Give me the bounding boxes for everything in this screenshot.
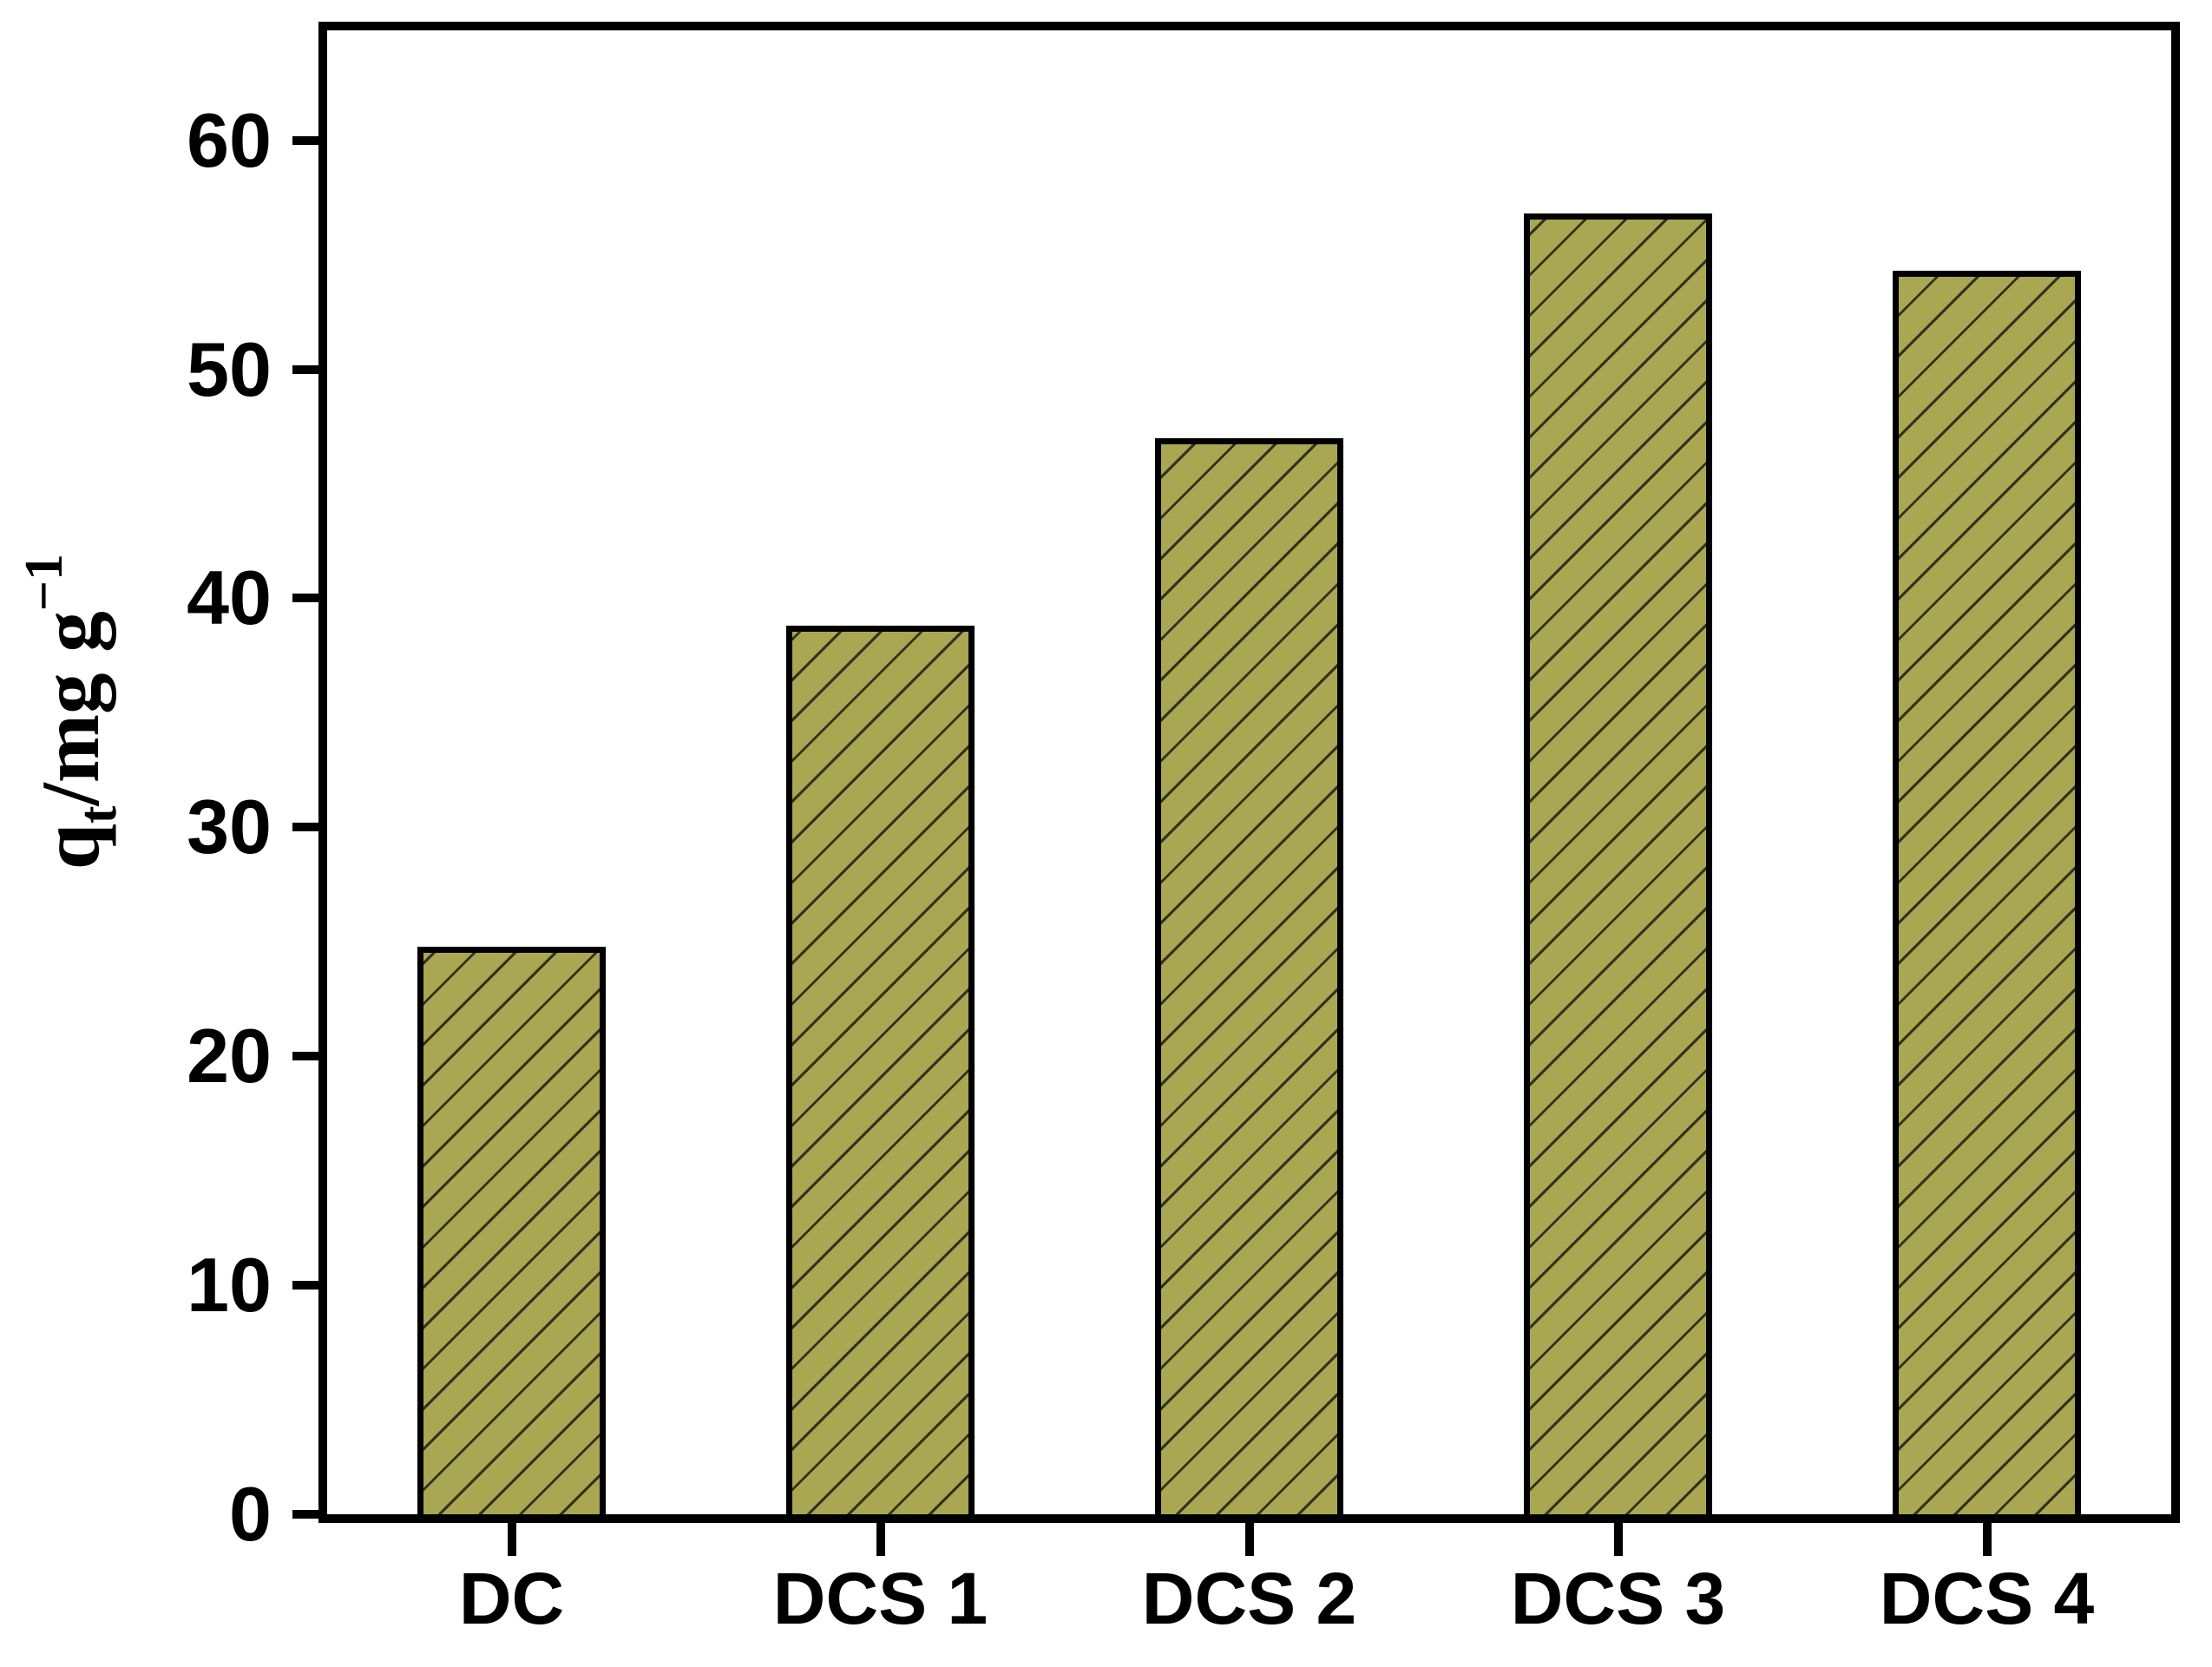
x-tick-mark-dcs3 [1613, 1514, 1623, 1556]
y-tick-40: 40 [187, 560, 327, 636]
y-tick-10: 10 [187, 1247, 327, 1323]
y-tick-mark [292, 1052, 327, 1061]
category-label-dcs4: DCS 4 [1879, 1558, 2095, 1639]
bar-dc [417, 946, 606, 1514]
category-label-dcs1: DCS 1 [772, 1558, 988, 1639]
y-tick-mark [292, 823, 327, 832]
y-tick-label: 60 [187, 96, 272, 183]
y-tick-mark [292, 1510, 327, 1519]
x-tick-mark-dcs4 [1982, 1514, 1992, 1556]
y-tick-label: 10 [187, 1242, 272, 1329]
x-tick-mark-dcs1 [876, 1514, 885, 1556]
category-label-dcs2: DCS 2 [1141, 1558, 1357, 1639]
y-tick-label: 30 [187, 784, 272, 870]
y-tick-20: 20 [187, 1018, 327, 1094]
band-dc [327, 30, 696, 1514]
y-tick-label: 0 [229, 1471, 272, 1557]
category-label-dcs3: DCS 3 [1510, 1558, 1726, 1639]
x-tick-mark-dcs2 [1244, 1514, 1254, 1556]
bar-dcs3 [1524, 213, 1712, 1514]
y-tick-mark [292, 364, 327, 374]
bar-dcs1 [786, 626, 975, 1514]
y-tick-label: 50 [187, 325, 272, 412]
bar-dcs2 [1155, 437, 1343, 1514]
y-tick-50: 50 [187, 331, 327, 408]
band-dcs4 [1802, 30, 2171, 1514]
y-axis-title-subscript: t [69, 805, 128, 824]
y-tick-mark [292, 135, 327, 145]
x-axis-labels: DC DCS 1 DCS 2 DCS 3 DCS 4 [327, 1562, 2171, 1635]
band-dcs2 [1065, 30, 1434, 1514]
band-dcs3 [1434, 30, 1802, 1514]
category-label-dc: DC [458, 1558, 565, 1639]
y-tick-0: 0 [229, 1476, 327, 1552]
bar-dcs4 [1893, 271, 2081, 1514]
y-axis-title: qt/mg g−1 [15, 553, 128, 870]
y-axis-title-base: q [24, 824, 116, 870]
y-tick-mark [292, 1281, 327, 1290]
y-tick-mark [292, 594, 327, 603]
y-tick-60: 60 [187, 102, 327, 179]
plot-area: 0 10 20 30 40 50 60 [187, 22, 2180, 1556]
x-tick-mark-dc [507, 1514, 516, 1556]
y-tick-label: 20 [187, 1013, 272, 1099]
band-dcs1 [696, 30, 1065, 1514]
y-axis-title-superscript: −1 [15, 553, 74, 612]
y-tick-30: 30 [187, 789, 327, 865]
y-axis-title-units: /mg g [24, 611, 116, 806]
y-tick-label: 40 [187, 555, 272, 641]
bars-container [327, 30, 2171, 1514]
